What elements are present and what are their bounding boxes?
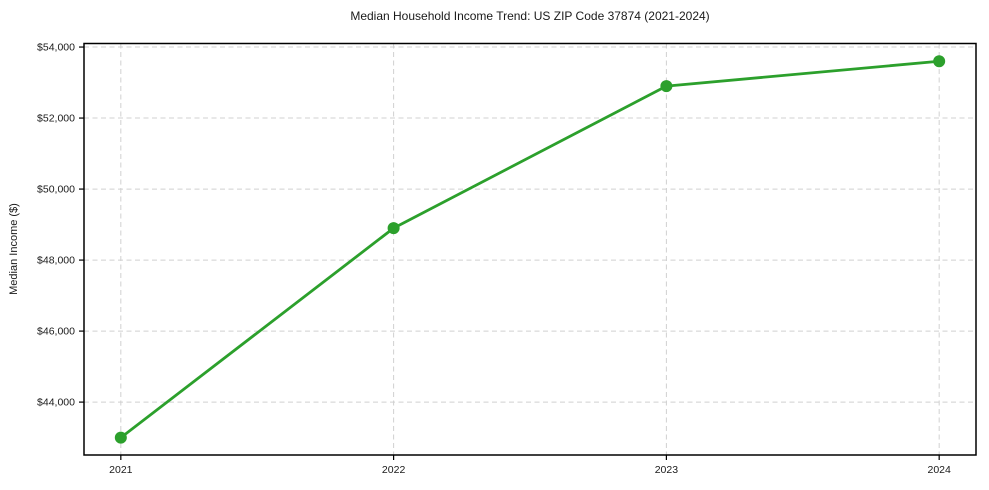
data-line — [119, 59, 941, 440]
data-point-marker — [933, 55, 946, 68]
y-tick-label: $54,000 — [37, 42, 75, 54]
y-tick-label: $46,000 — [37, 326, 75, 338]
data-point-marker — [387, 222, 400, 235]
x-tick-label: 2021 — [109, 464, 133, 476]
y-tick-label: $48,000 — [37, 255, 75, 267]
x-tick-label: 2023 — [655, 464, 679, 476]
axis-frame — [83, 42, 977, 456]
y-tick-label: $44,000 — [37, 397, 75, 409]
data-point-marker — [660, 80, 673, 93]
chart-title: Median Household Income Trend: US ZIP Co… — [350, 9, 710, 23]
x-tick-label: 2024 — [927, 464, 951, 476]
x-tick-label: 2022 — [382, 464, 406, 476]
data-point-marker — [114, 431, 127, 444]
y-tick-label: $52,000 — [37, 113, 75, 125]
y-tick-label: $50,000 — [37, 184, 75, 196]
